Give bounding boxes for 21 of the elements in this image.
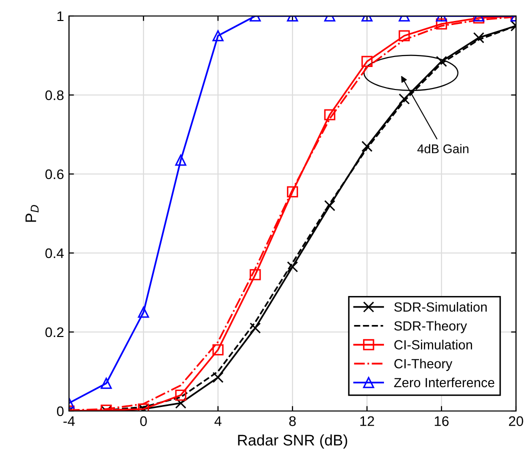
legend-label: SDR-Theory xyxy=(394,320,467,334)
y-tick-label: 0.4 xyxy=(45,248,64,258)
x-tick-label: 16 xyxy=(434,416,449,426)
x-tick-label: -4 xyxy=(63,416,75,426)
legend-label: CI-Simulation xyxy=(394,340,472,350)
legend-label: CI-Theory xyxy=(394,358,452,371)
y-tick-label: 1 xyxy=(57,11,64,22)
x-tick-label: 0 xyxy=(140,416,147,426)
legend-label: SDR-Simulation xyxy=(394,302,487,312)
legend-label: Zero Interference xyxy=(394,378,494,388)
y-tick-label: 0.6 xyxy=(45,169,64,180)
y-tick-label: 0 xyxy=(56,406,64,416)
x-tick-label: 20 xyxy=(508,416,524,426)
x-tick-label: 12 xyxy=(360,416,374,426)
y-tick-label: 0.2 xyxy=(45,327,64,338)
y-axis-title: P$_{D}$ xyxy=(26,204,39,222)
x-axis-title: Radar SNR (dB) xyxy=(238,434,348,449)
x-tick-label: 8 xyxy=(289,416,296,426)
annotation: 4dB Gain xyxy=(417,144,468,154)
y-tick-label: 0.8 xyxy=(45,90,64,100)
x-tick-label: 4 xyxy=(214,416,222,426)
